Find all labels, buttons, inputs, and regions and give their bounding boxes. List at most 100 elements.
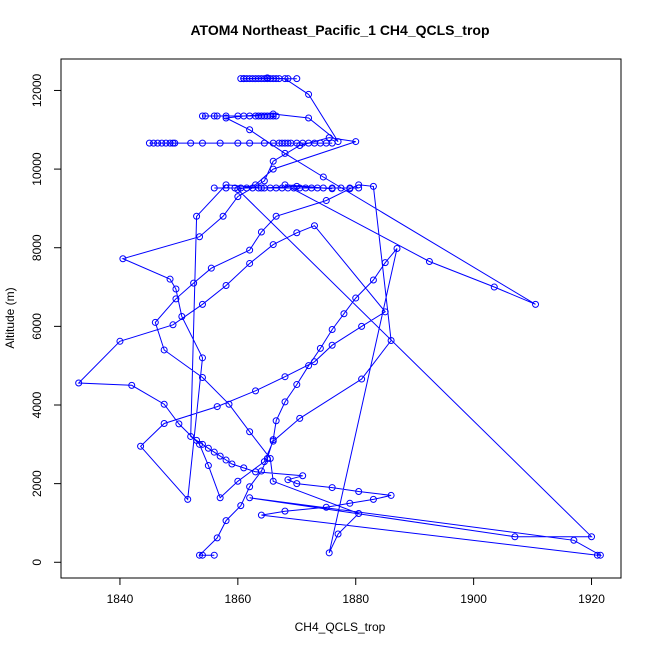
data-point [190, 279, 198, 287]
y-tick-label: 10000 [30, 152, 44, 186]
data-point [213, 112, 221, 120]
data-point [252, 387, 260, 395]
data-point [260, 458, 268, 466]
data-point [316, 344, 324, 352]
data-point [204, 462, 212, 470]
data-point [193, 212, 201, 220]
data-point [593, 551, 601, 559]
data-point [198, 373, 206, 381]
data-point [246, 139, 254, 147]
data-point [166, 139, 174, 147]
x-tick-label: 1860 [224, 592, 251, 606]
x-tick-label: 1900 [460, 592, 487, 606]
data-point [269, 112, 277, 120]
data-point [334, 530, 342, 538]
data-point [246, 246, 254, 254]
data-point [193, 436, 201, 444]
data-point [187, 432, 195, 440]
data-point [178, 313, 186, 321]
data-point [210, 551, 218, 559]
data-point [222, 517, 230, 525]
data-point [393, 245, 401, 253]
data-point [252, 468, 260, 476]
data-point [275, 75, 283, 83]
data-point [272, 417, 280, 425]
data-point [269, 165, 277, 173]
data-point [119, 255, 127, 263]
data-point [216, 494, 224, 502]
y-tick-label: 8000 [30, 234, 44, 261]
data-point [355, 184, 363, 192]
x-axis-label: CH4_QCLS_trop [295, 620, 386, 634]
data-point [222, 114, 230, 122]
data-point [234, 112, 242, 120]
data-point [293, 381, 301, 389]
data-point [355, 488, 363, 495]
data-point [187, 139, 195, 147]
data-point [172, 285, 180, 293]
data-point [346, 499, 354, 507]
data-point [511, 533, 519, 541]
data-point [293, 480, 301, 488]
data-point [158, 139, 166, 147]
data-point [246, 494, 254, 502]
data-point [596, 551, 604, 559]
data-point [269, 241, 277, 249]
data-point [151, 318, 159, 326]
data-point [198, 440, 206, 448]
data-point [207, 264, 215, 272]
data-point [246, 483, 254, 491]
data-point [228, 460, 236, 468]
data-point [305, 90, 313, 98]
data-point [116, 337, 124, 345]
data-point [328, 326, 336, 334]
y-tick-label: 6000 [30, 313, 44, 340]
data-point [369, 182, 377, 190]
data-point [160, 400, 168, 408]
data-point [293, 229, 301, 237]
data-point [319, 184, 327, 192]
data-point [355, 510, 363, 518]
data-point [588, 533, 596, 541]
chart-title: ATOM4 Northeast_Pacific_1 CH4_QCLS_trop [190, 22, 489, 38]
data-point [234, 477, 242, 485]
data-point [213, 534, 221, 542]
data-point [281, 373, 289, 381]
data-point [281, 507, 289, 515]
data-point [328, 484, 336, 492]
data-point [201, 112, 209, 120]
data-point [325, 134, 333, 142]
data-point [216, 139, 224, 147]
data-point [222, 112, 230, 120]
data-point [198, 112, 206, 120]
y-tick-label: 0 [30, 559, 44, 566]
y-axis: 0 2000 4000 6000 8000 10000 12000 [30, 73, 62, 566]
data-point [166, 275, 174, 283]
data-point [305, 362, 313, 370]
data-point [198, 551, 206, 559]
data-point [328, 139, 336, 147]
data-point [213, 403, 221, 411]
data-point [272, 75, 280, 83]
data-point [260, 177, 268, 185]
data-point [381, 259, 389, 267]
data-point [352, 138, 360, 146]
data-point [299, 472, 307, 480]
data-point [75, 379, 83, 387]
data-point [352, 294, 360, 302]
data-point [310, 358, 318, 366]
data-point [246, 259, 254, 267]
data-point [369, 276, 377, 284]
data-point [269, 477, 277, 485]
data-point [225, 400, 233, 408]
data-point [257, 228, 265, 236]
data-point [162, 139, 170, 147]
data-point [246, 126, 254, 134]
data-point [260, 139, 268, 147]
data-point [310, 222, 318, 230]
data-point [269, 157, 277, 165]
data-point [171, 139, 179, 147]
y-tick-label: 4000 [30, 391, 44, 418]
data-point [128, 381, 136, 389]
